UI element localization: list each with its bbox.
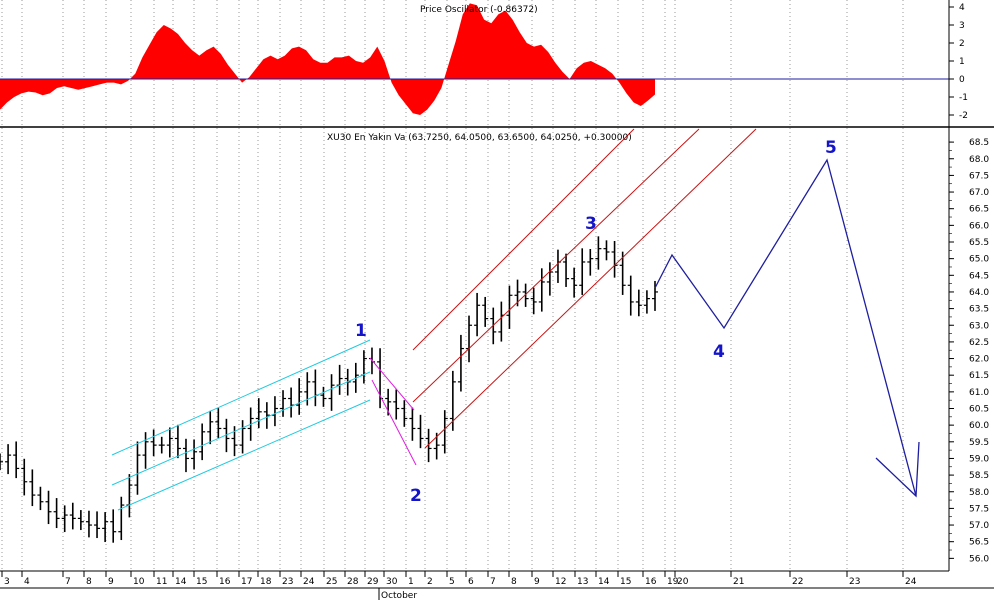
price-tick-label: 65.0: [969, 255, 989, 265]
x-tick-label: 9: [108, 577, 114, 587]
wave-label-1: 1: [355, 321, 367, 341]
x-tick-label: 13: [577, 577, 588, 587]
osc-tick-label: -2: [959, 111, 968, 121]
price-tick-label: 66.0: [969, 221, 989, 231]
price-tick-label: 64.5: [969, 271, 989, 281]
x-tick-label: 14: [598, 577, 610, 587]
x-tick-label: 24: [303, 577, 315, 587]
price-tick-label: 61.5: [969, 371, 989, 381]
price-tick-label: 60.0: [969, 421, 989, 431]
wave-label-3: 3: [585, 214, 597, 234]
price-tick-label: 62.5: [969, 338, 989, 348]
osc-tick-label: 1: [959, 57, 965, 67]
oscillator-panel: [0, 3, 994, 128]
oscillator-area: [0, 3, 655, 115]
price-tick-label: 57.0: [969, 521, 989, 531]
price-tick-label: 59.5: [969, 438, 989, 448]
x-tick-label: 23: [849, 577, 860, 587]
x-tick-label: 30: [386, 577, 398, 587]
x-tick-label: 22: [792, 577, 803, 587]
price-tick-label: 63.5: [969, 305, 989, 315]
month-label: October: [381, 591, 417, 601]
channel-line-wave-3: [412, 128, 635, 351]
channel-line-wave-2: [369, 357, 415, 411]
x-tick-label: 18: [260, 577, 272, 587]
x-tick-label: 4: [24, 577, 30, 587]
wave-label-5: 5: [825, 138, 837, 158]
x-tick-label: 11: [156, 577, 167, 587]
osc-tick-label: 2: [959, 39, 965, 49]
price-tick-label: 58.5: [969, 471, 989, 481]
price-tick-label: 67.0: [969, 188, 989, 198]
x-tick-label: 17: [241, 577, 252, 587]
x-tick-label: 28: [347, 577, 359, 587]
x-tick-label: 21: [733, 577, 744, 587]
price-tick-label: 65.5: [969, 238, 989, 248]
x-tick-label: 14: [175, 577, 187, 587]
price-tick-label: 62.0: [969, 355, 989, 365]
x-tick-label: 8: [511, 577, 517, 587]
channel-line-wave-1: [117, 399, 371, 511]
x-tick-label: 23: [282, 577, 293, 587]
price-tick-label: 61.0: [969, 388, 989, 398]
oscillator-title: Price Oscillator (-0.86372): [420, 5, 538, 15]
x-tick-label: 29: [367, 577, 379, 587]
osc-tick-label: 0: [959, 75, 965, 85]
wave-label-2: 2: [410, 486, 422, 506]
price-title: XU30 En Yakın Va (63.7250, 64.0500, 63.6…: [327, 133, 632, 143]
x-tick-label: 10: [133, 577, 145, 587]
channel-line-wave-3: [412, 128, 700, 403]
x-tick-label: 25: [326, 577, 337, 587]
projection-line: [654, 158, 917, 497]
price-tick-label: 59.0: [969, 454, 989, 464]
price-panel: 1 2 3 4 5: [0, 128, 920, 543]
projection-arrow: [875, 441, 920, 498]
x-tick-label: 15: [196, 577, 207, 587]
x-tick-label: 6: [468, 577, 474, 587]
channel-line-wave-1: [111, 371, 371, 486]
osc-tick-label: -1: [959, 93, 968, 103]
x-tick-label: 20: [677, 577, 689, 587]
x-tick-label: 15: [620, 577, 631, 587]
price-tick-label: 64.0: [969, 288, 989, 298]
price-tick-label: 66.5: [969, 205, 989, 215]
x-tick-label: 16: [645, 577, 657, 587]
x-tick-label: 2: [427, 577, 433, 587]
x-tick-label: 12: [555, 577, 566, 587]
x-tick-label: 24: [905, 577, 917, 587]
channel-line-wave-2: [371, 379, 417, 466]
x-tick-label: 3: [4, 577, 10, 587]
osc-tick-label: 3: [959, 21, 965, 31]
channel-line-wave-1: [111, 339, 371, 456]
price-tick-label: 60.5: [969, 405, 989, 415]
x-tick-label: 7: [65, 577, 71, 587]
wave-label-4: 4: [713, 342, 725, 362]
price-tick-label: 68.0: [969, 155, 989, 165]
channel-line-wave-3: [424, 128, 757, 449]
price-tick-label: 63.0: [969, 321, 989, 331]
price-tick-label: 56.5: [969, 538, 989, 548]
price-tick-label: 56.0: [969, 554, 989, 564]
x-tick-label: 19: [667, 577, 679, 587]
price-tick-label: 57.5: [969, 504, 989, 514]
price-tick-label: 68.5: [969, 138, 989, 148]
x-tick-label: 16: [219, 577, 231, 587]
osc-tick-label: 4: [959, 3, 965, 13]
price-tick-label: 58.0: [969, 488, 989, 498]
x-tick-label: 1: [408, 577, 414, 587]
price-tick-label: 67.5: [969, 171, 989, 181]
x-tick-label: 9: [534, 577, 540, 587]
x-tick-label: 7: [490, 577, 496, 587]
x-tick-label: 8: [86, 577, 92, 587]
x-tick-label: 5: [449, 577, 455, 587]
